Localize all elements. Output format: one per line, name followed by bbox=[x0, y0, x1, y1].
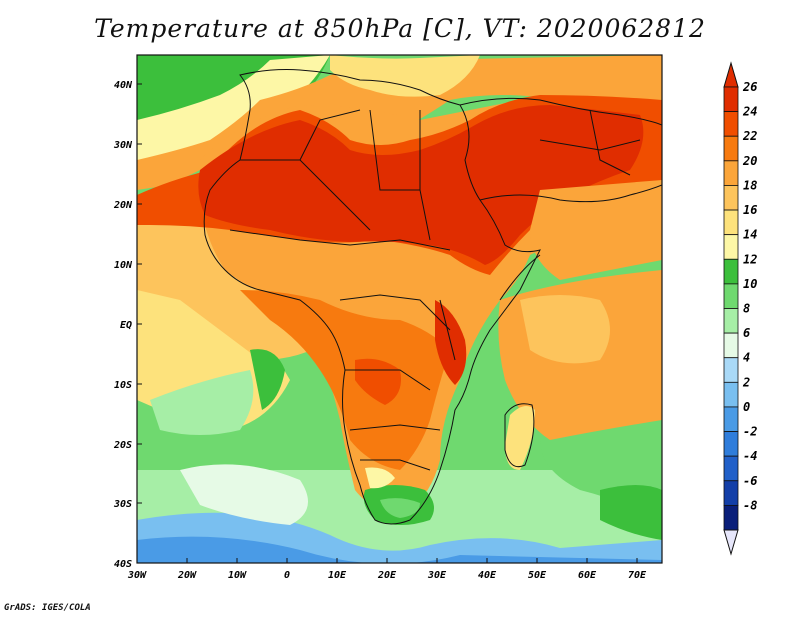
coastlines bbox=[203, 69, 662, 525]
lat-label: 20N bbox=[113, 200, 133, 211]
lat-label: 40S bbox=[114, 559, 132, 570]
colorbar-top-arrow bbox=[723, 61, 739, 88]
colorbar-swatch bbox=[723, 332, 739, 359]
colorbar-label: 24 bbox=[742, 105, 757, 119]
colorbar-swatch bbox=[723, 185, 739, 211]
colorbar-swatch bbox=[723, 86, 739, 113]
colorbar-swatch bbox=[723, 234, 739, 260]
colorbar-swatch bbox=[723, 160, 739, 186]
lon-label: 40E bbox=[478, 570, 497, 581]
colorbar-label: 26 bbox=[742, 80, 757, 94]
colorbar-label: 0 bbox=[743, 400, 750, 414]
lon-axis: 30W 20W 10W 0 10E 20E 30E 40E 50E 60E 70… bbox=[127, 558, 647, 581]
colorbar-label: 18 bbox=[743, 178, 757, 192]
lon-label: 20E bbox=[377, 570, 397, 581]
lon-label: 0 bbox=[284, 570, 290, 581]
colorbar-swatch bbox=[723, 480, 739, 506]
colorbar-label: -6 bbox=[743, 474, 757, 488]
credit-text: GrADS: IGES/COLA bbox=[4, 603, 91, 613]
colorbar-swatch bbox=[723, 381, 739, 408]
colorbar-label: -8 bbox=[743, 498, 757, 512]
colorbar-swatch bbox=[723, 357, 739, 383]
colorbar-swatch bbox=[723, 111, 739, 137]
lat-label: EQ bbox=[120, 320, 132, 331]
lon-label: 10W bbox=[228, 570, 247, 581]
chart-title: Temperature at 850hPa [C], VT: 202006281… bbox=[94, 14, 706, 43]
colorbar-swatch bbox=[723, 504, 739, 531]
colorbar-label: 2 bbox=[742, 375, 750, 389]
lat-axis: 40N 30N 20N 10N EQ 10S 20S 30S 40S bbox=[113, 80, 142, 570]
lat-label: 20S bbox=[113, 440, 132, 451]
lat-label: 30N bbox=[113, 140, 133, 151]
lon-label: 50E bbox=[528, 570, 547, 581]
lon-label: 10E bbox=[328, 570, 347, 581]
colorbar-label: 8 bbox=[743, 302, 750, 316]
colorbar-label: 20 bbox=[742, 154, 757, 168]
colorbar-swatch bbox=[723, 455, 739, 482]
colorbar-label: -4 bbox=[743, 449, 757, 463]
colorbar-swatch bbox=[723, 258, 739, 285]
lat-label: 10N bbox=[114, 260, 133, 271]
lon-label: 70E bbox=[628, 570, 647, 581]
colorbar-label: -2 bbox=[743, 425, 757, 439]
colorbar-swatch bbox=[723, 431, 739, 457]
temperature-field bbox=[137, 55, 662, 563]
colorbar-label: 16 bbox=[743, 203, 757, 217]
lon-label: 60E bbox=[578, 570, 597, 581]
lat-label: 40N bbox=[114, 80, 133, 91]
colorbar-bottom-arrow bbox=[723, 529, 739, 556]
colorbar-label: 22 bbox=[742, 129, 757, 143]
colorbar-swatch bbox=[723, 209, 739, 236]
colorbar-swatch bbox=[723, 135, 739, 162]
lon-label: 30W bbox=[127, 570, 147, 581]
colorbar-label: 4 bbox=[743, 351, 750, 365]
lon-label: 30E bbox=[427, 570, 447, 581]
colorbar-swatch bbox=[723, 283, 739, 309]
colorbar-label: 12 bbox=[743, 252, 757, 266]
map-frame bbox=[136, 54, 663, 564]
colorbar-label: 14 bbox=[743, 228, 757, 242]
colorbar-label: 10 bbox=[743, 277, 757, 291]
colorbar-swatches bbox=[723, 86, 739, 531]
lon-label: 20W bbox=[177, 570, 197, 581]
lat-label: 30S bbox=[113, 499, 132, 510]
colorbar-label: 6 bbox=[743, 326, 750, 340]
colorbar-swatch bbox=[723, 406, 739, 432]
colorbar-swatch bbox=[723, 308, 739, 334]
lat-label: 10S bbox=[114, 380, 132, 391]
